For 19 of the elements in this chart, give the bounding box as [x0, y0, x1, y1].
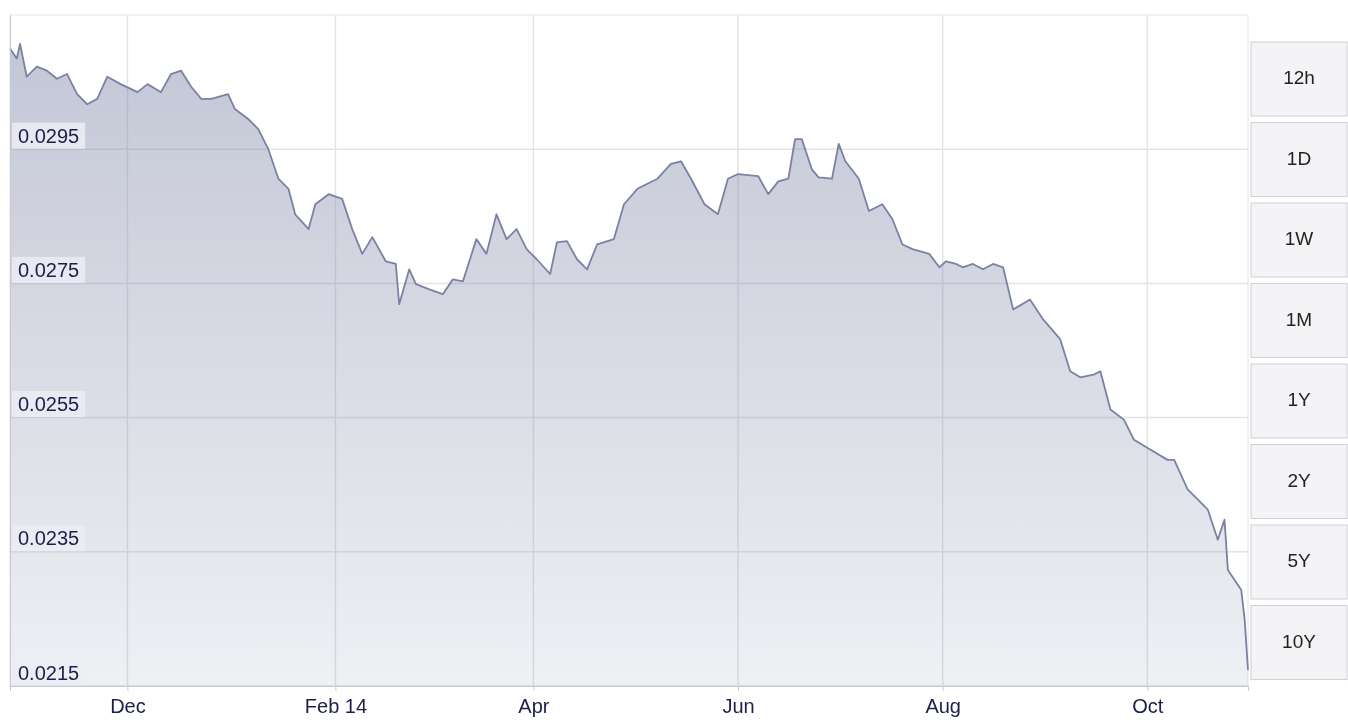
range-button: 1Y	[1250, 363, 1348, 439]
range-button: 1D	[1250, 122, 1348, 197]
y-tick-label: 0.0235	[18, 527, 80, 550]
y-tick-label: 0.0215	[18, 661, 80, 684]
range-button: 1M	[1250, 283, 1348, 358]
range-button: 2Y	[1250, 444, 1348, 519]
y-tick-label: 0.0295	[18, 124, 80, 147]
x-tick-label: Jun	[722, 695, 755, 718]
x-tick-label: Feb 14	[304, 695, 368, 718]
x-tick-label: Aug	[925, 695, 961, 718]
range-button: 5Y	[1250, 524, 1348, 600]
range-button: 12h	[1250, 41, 1348, 117]
range-button: 1W	[1250, 202, 1348, 278]
x-tick-label: Dec	[110, 695, 146, 718]
range-button: 10Y	[1250, 605, 1348, 680]
x-tick-label: Apr	[518, 695, 550, 718]
y-tick-label: 0.0275	[18, 258, 80, 281]
x-tick-label: Oct	[1132, 695, 1164, 718]
y-tick-label: 0.0255	[18, 393, 80, 416]
